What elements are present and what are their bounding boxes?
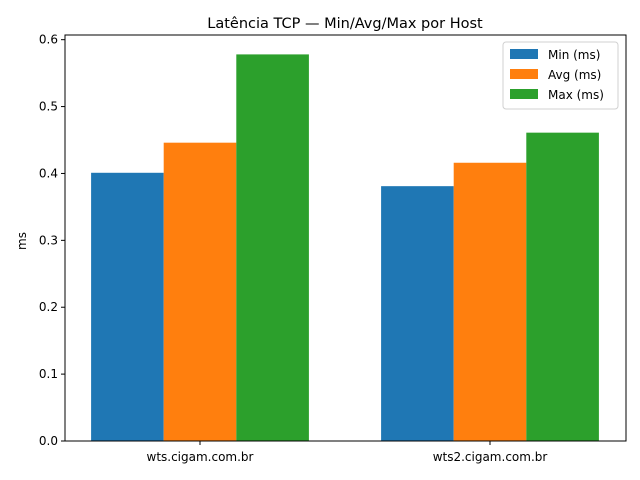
bar-avg-1 [163,142,237,441]
bar-min-2 [381,186,454,441]
legend-label: Min (ms) [548,48,600,62]
y-tick-label: 0.0 [39,434,58,448]
x-tick-label: wts.cigam.com.br [147,450,254,464]
y-axis-ticks: 0.0 0.1 0.2 0.3 0.4 0.5 0.6 [39,33,65,448]
y-tick-label: 0.6 [39,33,58,47]
y-tick-label: 0.3 [39,233,58,247]
legend: Min (ms) Avg (ms) Max (ms) [502,41,619,110]
legend-swatch [510,89,538,99]
y-tick-label: 0.4 [39,166,58,180]
bar-max-1 [236,54,309,441]
y-tick-label: 0.1 [39,367,58,381]
bars-group [91,54,599,442]
y-axis-label: ms [15,232,29,250]
legend-label: Max (ms) [548,88,604,102]
bar-avg-2 [453,162,527,442]
x-tick-label: wts2.cigam.com.br [433,450,548,464]
bar-min-1 [91,172,164,441]
plot-frame [64,34,627,442]
legend-swatch [510,49,538,59]
bar-max-2 [526,132,599,441]
chart-title: Latência TCP — Min/Avg/Max por Host [207,16,483,32]
legend-swatch [510,69,538,79]
y-tick-label: 0.2 [39,300,58,314]
y-tick-label: 0.5 [39,100,58,114]
x-axis-ticks: wts.cigam.com.br wts2.cigam.com.br [147,441,548,464]
legend-label: Avg (ms) [548,68,601,82]
